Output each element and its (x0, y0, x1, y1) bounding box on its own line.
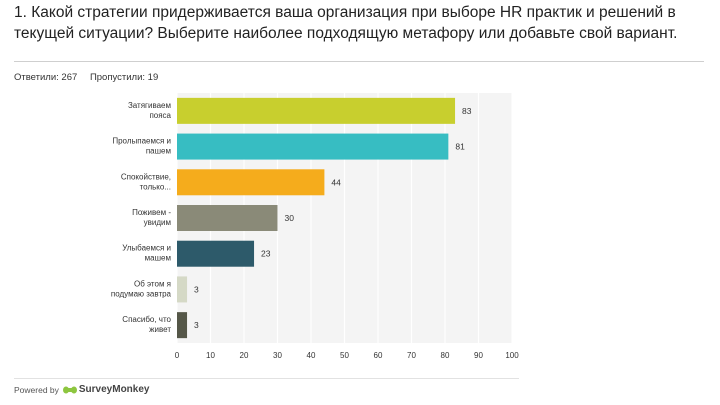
category-label: Пролыпаемся и пашем (112, 137, 171, 156)
x-tick-label: 50 (340, 351, 349, 360)
answered-count: Ответили: 267 (14, 72, 78, 83)
surveymonkey-logo: SurveyMonkey (62, 384, 150, 395)
bar (177, 97, 456, 124)
bar-value-label: 44 (331, 177, 341, 187)
bar (177, 205, 278, 231)
bar-value-label: 3 (194, 320, 199, 330)
x-tick-label: 60 (374, 351, 383, 360)
bar (177, 133, 449, 160)
x-tick-label: 80 (441, 351, 450, 360)
x-tick-label: 20 (240, 351, 249, 360)
x-tick-label: 0 (175, 351, 180, 360)
footer-divider (14, 378, 519, 379)
brand-name: SurveyMonkey (78, 384, 150, 395)
bar-value-label: 23 (261, 249, 271, 259)
bar (177, 276, 188, 303)
bar-value-label: 81 (455, 142, 465, 152)
footer: Powered by SurveyMonkey (14, 384, 149, 395)
question-title: 1. Какой стратегии придерживается ваша о… (14, 4, 678, 42)
x-tick-label: 100 (505, 351, 519, 360)
x-tick-label: 30 (273, 351, 282, 360)
x-tick-label: 70 (407, 351, 416, 360)
bar-value-label: 83 (462, 106, 472, 116)
category-label: Затягиваем пояса (128, 101, 172, 120)
skipped-count: Пропустили: 19 (89, 72, 159, 83)
powered-by-label: Powered by (14, 384, 59, 395)
x-tick-label: 40 (307, 351, 316, 360)
x-tick-label: 90 (474, 351, 483, 360)
category-label: Спокойствие, только... (121, 172, 171, 191)
category-label: Об этом я подумаю завтра (111, 279, 172, 298)
category-label: Спасибо, что живет (122, 315, 171, 334)
bar (177, 169, 325, 196)
bar-chart: 0 10 20 30 40 50 60 70 80 90 100 83 Затягиваем пояса 8… (111, 93, 519, 360)
title-divider (14, 61, 704, 62)
bar-value-label: 30 (285, 213, 295, 223)
monkey-icon (62, 386, 77, 394)
response-stats: Ответили: 267 Пропустили: 19 (14, 72, 168, 83)
bar-value-label: 3 (194, 284, 199, 294)
category-label: Поживем -увидим (132, 208, 171, 227)
category-label: Улыбаемся и машем (122, 244, 171, 263)
x-tick-label: 10 (206, 351, 215, 360)
bar (177, 240, 255, 267)
bar (177, 312, 188, 339)
